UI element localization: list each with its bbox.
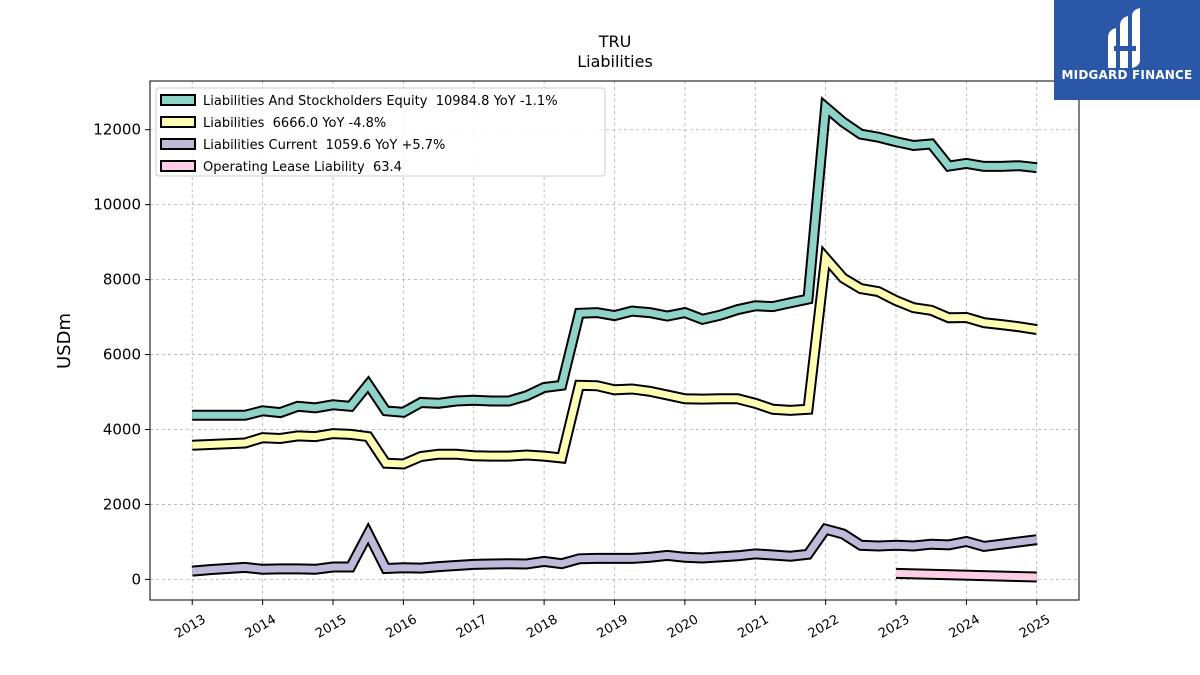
series-2 bbox=[191, 521, 1038, 577]
legend-swatch bbox=[160, 160, 196, 172]
series-1 bbox=[191, 244, 1038, 470]
logo-text: MIDGARD FINANCE bbox=[1061, 68, 1193, 82]
series-line bbox=[192, 249, 1038, 468]
grid bbox=[150, 81, 1079, 600]
x-tick-label: 2020 bbox=[665, 612, 701, 642]
x-tick-label: 2025 bbox=[1017, 612, 1053, 642]
x-tick-label: 2018 bbox=[524, 612, 560, 642]
x-tick-label: 2016 bbox=[384, 612, 420, 642]
legend-swatch bbox=[160, 116, 196, 128]
series-layer bbox=[191, 96, 1038, 583]
x-tick-label: 2022 bbox=[806, 612, 842, 642]
x-tick-label: 2017 bbox=[454, 612, 490, 642]
y-tick-label: 10000 bbox=[93, 196, 141, 214]
legend[interactable]: Liabilities And Stockholders Equity 1098… bbox=[155, 87, 606, 177]
legend-label: Liabilities And Stockholders Equity 1098… bbox=[203, 94, 558, 109]
chart-title: TRU bbox=[598, 32, 632, 51]
y-tick-label: 2000 bbox=[103, 495, 141, 513]
y-tick-label: 12000 bbox=[93, 121, 141, 139]
y-axis: 0 2000 4000 6000 8000 10000 12000 bbox=[93, 121, 150, 588]
x-tick-label: 2014 bbox=[243, 612, 279, 642]
legend-label: Liabilities Current 1059.6 YoY +5.7% bbox=[203, 138, 445, 153]
y-tick-label: 6000 bbox=[103, 346, 141, 364]
x-tick-label: 2023 bbox=[876, 612, 912, 642]
legend-label: Operating Lease Liability 63.4 bbox=[203, 160, 402, 175]
series-0 bbox=[192, 96, 1038, 421]
midgard-finance-logo: MIDGARD FINANCE bbox=[1054, 0, 1200, 100]
x-tick-label: 2024 bbox=[947, 612, 983, 642]
x-tick-label: 2021 bbox=[735, 612, 771, 642]
legend-swatch bbox=[160, 94, 196, 106]
legend-box bbox=[155, 87, 606, 177]
midgard-logo-icon bbox=[1108, 8, 1140, 68]
x-axis: 2013 2014 2015 2016 2017 2018 2019 2020 2021 2022… bbox=[172, 600, 1053, 642]
x-tick-label: 2015 bbox=[313, 612, 349, 642]
series-line bbox=[192, 100, 1038, 419]
chart-subtitle: Liabilities bbox=[577, 52, 653, 71]
y-tick-label: 4000 bbox=[103, 420, 141, 438]
legend-swatch bbox=[160, 138, 196, 150]
series-line bbox=[895, 569, 1037, 581]
y-tick-label: 0 bbox=[131, 570, 141, 588]
x-tick-label: 2013 bbox=[172, 612, 208, 642]
legend-label: Liabilities 6666.0 YoY -4.8% bbox=[203, 116, 386, 131]
y-tick-label: 8000 bbox=[103, 271, 141, 289]
series-3 bbox=[895, 567, 1037, 583]
series-line bbox=[191, 525, 1038, 575]
y-axis-label: USDm bbox=[54, 313, 75, 369]
x-tick-label: 2019 bbox=[595, 612, 631, 642]
